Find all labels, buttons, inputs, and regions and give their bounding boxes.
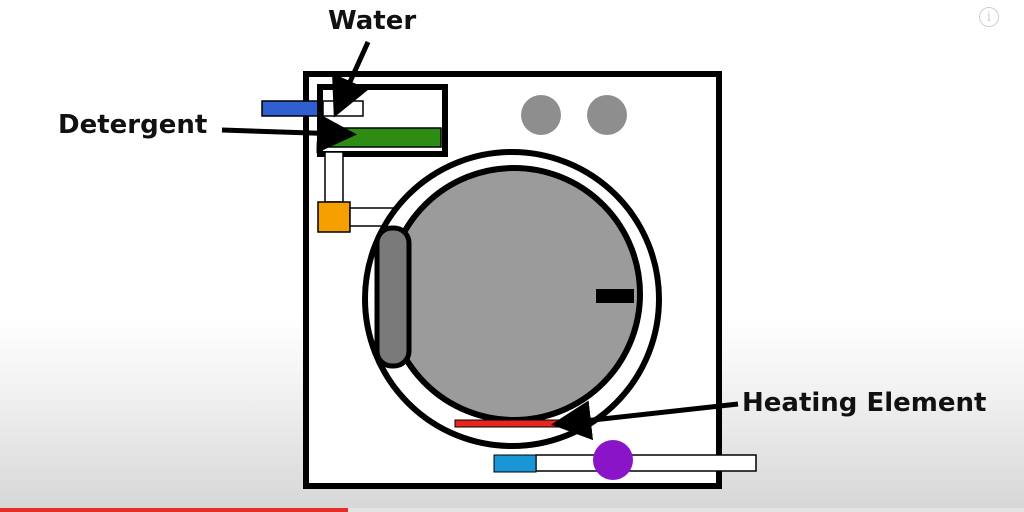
water-arrow [332, 40, 371, 118]
detergent-label: Detergent [58, 110, 208, 140]
detergent-compartment [322, 127, 442, 148]
detergent-arrow [221, 113, 357, 154]
video-progress-bar[interactable] [0, 508, 1024, 512]
heating-element-label: Heating Element [742, 388, 987, 418]
drum-paddle [596, 289, 634, 303]
feed-pipe [324, 151, 344, 203]
inlet-valve [317, 201, 351, 233]
heating-element-arrow [551, 400, 739, 441]
water-inlet-pipe [261, 100, 325, 117]
door-handle [374, 225, 412, 369]
drain-pipe [535, 454, 757, 472]
drain-pump [593, 440, 633, 480]
pump-inlet [493, 454, 537, 473]
water-label: Water [328, 6, 417, 36]
control-knob-left [521, 95, 561, 135]
control-knob-right [587, 95, 627, 135]
video-progress-fill [0, 508, 349, 512]
heating-element [454, 419, 569, 428]
info-icon[interactable]: i [979, 7, 999, 27]
